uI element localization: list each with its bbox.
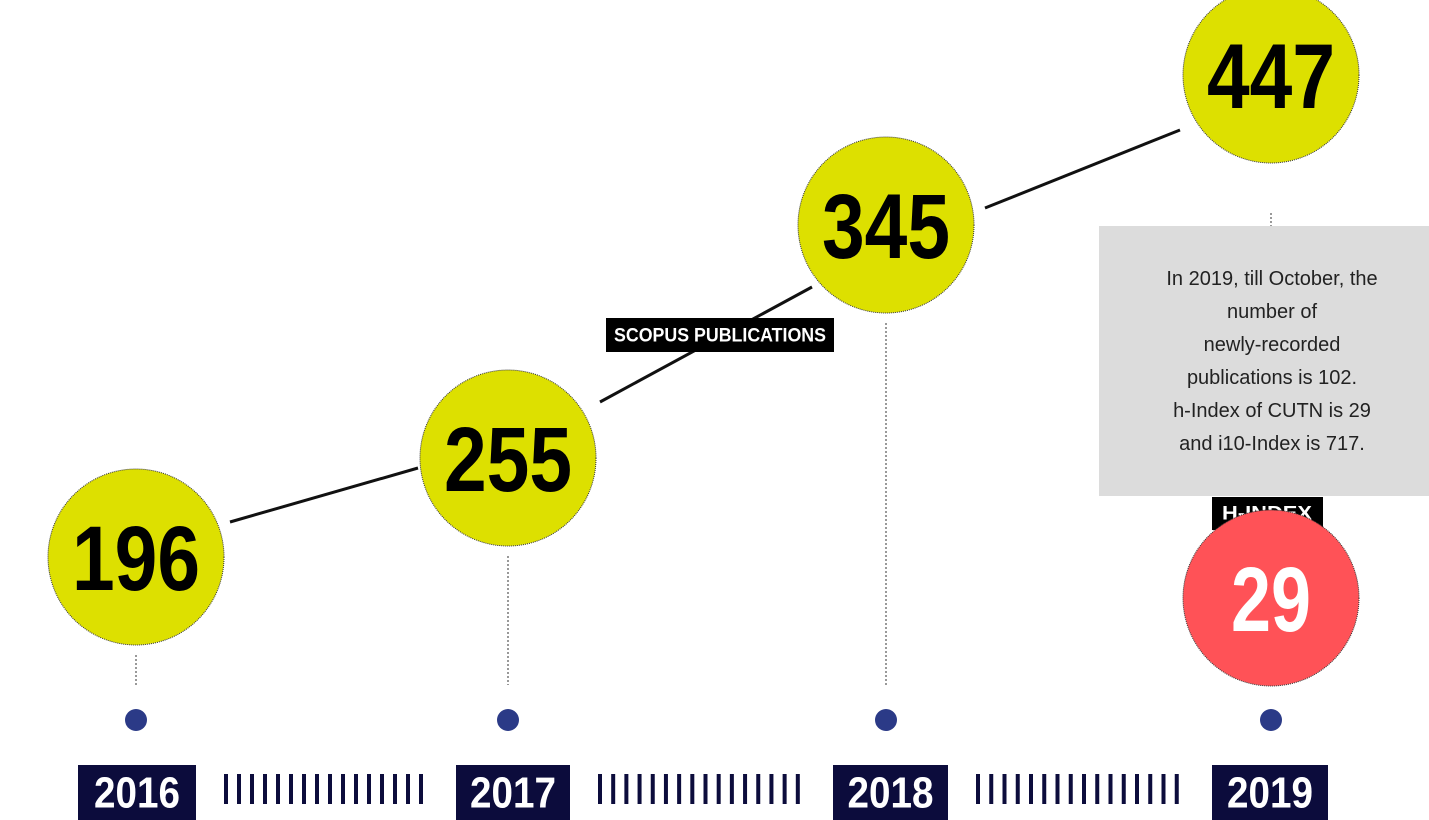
- tick-deco: [328, 774, 332, 804]
- tick-deco: [989, 774, 994, 804]
- year-box: [456, 765, 570, 820]
- year-box: [1212, 765, 1328, 820]
- tick-deco: [1042, 774, 1047, 804]
- connector: [229, 466, 419, 524]
- year-box: [78, 765, 196, 820]
- year-box: [833, 765, 948, 820]
- note-line: In 2019, till October, the: [1166, 268, 1377, 290]
- tick-deco: [624, 774, 629, 804]
- circle: [47, 468, 225, 646]
- circle: [797, 136, 975, 314]
- tick-deco: [224, 774, 228, 804]
- publications: 255: [444, 409, 572, 511]
- year: 2017: [470, 769, 556, 818]
- tick-deco: [1161, 774, 1166, 804]
- publications: 345: [822, 176, 950, 278]
- tick-deco: [1082, 774, 1086, 804]
- tick-deco: [406, 774, 410, 804]
- tick-deco: [1068, 774, 1073, 804]
- tick-deco: [1121, 774, 1126, 804]
- note-line: h-Index of CUTN is 29: [1173, 400, 1371, 422]
- tick-deco: [756, 774, 761, 804]
- tick-deco: [743, 774, 748, 804]
- note-line: number of: [1227, 301, 1317, 323]
- tick-deco: [367, 774, 371, 804]
- connector: [984, 128, 1181, 210]
- tick-deco: [1095, 774, 1100, 804]
- tick-deco: [1108, 774, 1113, 804]
- tick-deco: [237, 774, 241, 804]
- publications: 196: [72, 508, 200, 610]
- dot: [497, 709, 519, 731]
- tick-deco: [782, 774, 787, 804]
- tick-deco: [1029, 774, 1033, 804]
- tick-deco: [1002, 774, 1007, 804]
- tick-deco: [250, 774, 254, 804]
- tick-deco: [663, 774, 668, 804]
- tick-deco: [380, 774, 384, 804]
- tick-deco: [729, 774, 734, 804]
- dot: [125, 709, 147, 731]
- tick-deco: [677, 774, 682, 804]
- tick-deco: [1135, 774, 1139, 804]
- tick-deco: [419, 774, 423, 804]
- note-line: and i10-Index is 717.: [1179, 433, 1365, 455]
- tick-deco: [1055, 774, 1060, 804]
- hindex-circle: [1182, 509, 1360, 687]
- note-line: newly-recorded: [1204, 334, 1341, 356]
- circle: [1182, 0, 1360, 164]
- tick-deco: [769, 774, 774, 804]
- tick-deco: [263, 774, 267, 804]
- note-box: [1099, 226, 1429, 496]
- tick-deco: [1015, 774, 1020, 804]
- tick-deco: [598, 774, 602, 804]
- dot: [875, 709, 897, 731]
- year: 2016: [94, 769, 180, 818]
- tick-deco: [393, 774, 397, 804]
- tick-deco: [795, 774, 800, 804]
- tick-deco: [341, 774, 345, 804]
- tick-deco: [976, 774, 980, 804]
- circle: [419, 369, 597, 547]
- tick-deco: [302, 774, 306, 804]
- tick-deco: [1148, 774, 1153, 804]
- note-line: publications is 102.: [1187, 367, 1357, 389]
- year: 2019: [1227, 769, 1313, 818]
- dot: [1260, 709, 1282, 731]
- label-box: [606, 318, 834, 352]
- tick-deco: [716, 774, 721, 804]
- tick-deco: [637, 774, 642, 804]
- tick-deco: [650, 774, 655, 804]
- publications: 447: [1207, 26, 1335, 128]
- tick-deco: [703, 774, 708, 804]
- hindex-value: 29: [1231, 549, 1311, 651]
- year: 2018: [848, 769, 934, 818]
- tick-deco: [611, 774, 616, 804]
- label: SCOPUS PUBLICATIONS: [614, 326, 826, 347]
- tick-deco: [276, 774, 280, 804]
- tick-deco: [315, 774, 319, 804]
- tick-deco: [289, 774, 293, 804]
- tick-deco: [690, 774, 695, 804]
- tick-deco: [354, 774, 358, 804]
- tick-deco: [1174, 774, 1179, 804]
